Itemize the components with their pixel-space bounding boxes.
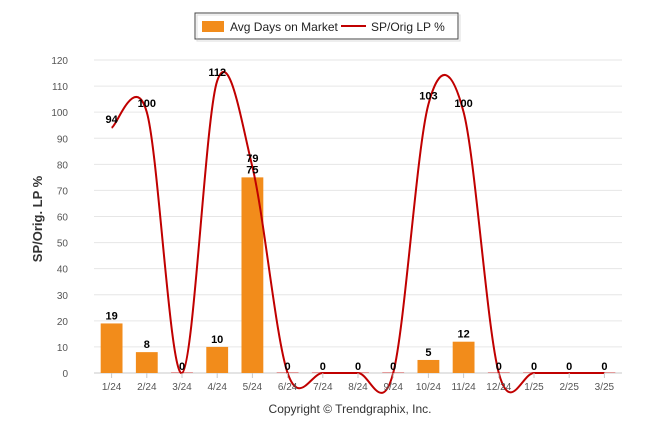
x-axis: 1/24 2/24 3/24 4/24 5/24 6/24 7/24 8/24 9/24 10/2… [102,373,615,393]
line-data-label: 0 [355,361,361,373]
line-data-label: 0 [179,361,185,373]
bar[interactable] [241,177,264,373]
bar-data-label: 12 [457,329,469,341]
y-tick-label: 30 [57,291,69,302]
bar-data-label: 5 [425,347,431,359]
data-labels: 19 8 10 75 5 12 94 100 0 112 79 0 0 0 0 103 100 0 0 0 0 [105,67,607,373]
x-tick-label: 6/24 [278,382,298,393]
x-tick-label: 8/24 [348,382,368,393]
x-tick-label: 3/24 [172,382,192,393]
line-data-label: 0 [496,361,502,373]
line-data-label: 0 [566,361,572,373]
y-tick-label: 60 [57,213,69,224]
y-tick-label: 50 [57,239,69,250]
line-data-label: 0 [531,361,537,373]
bar-data-label: 10 [211,334,223,346]
line-data-label: 100 [138,98,156,110]
x-tick-label: 10/24 [416,382,441,393]
y-tick-label: 80 [57,160,69,171]
x-tick-label: 1/25 [524,382,544,393]
line-series [110,71,605,394]
y-tick-label: 70 [57,186,69,197]
line-data-label: 0 [320,361,326,373]
x-tick-label: 2/24 [137,382,157,393]
bar-series [100,177,616,373]
line-data-label: 112 [208,67,226,79]
bar-data-label: 8 [144,339,150,351]
bar[interactable] [452,341,475,373]
y-tick-label: 20 [57,317,69,328]
x-tick-label: 12/24 [486,382,511,393]
x-tick-label: 11/24 [451,382,476,393]
y-tick-label: 100 [51,108,68,119]
legend-label-bar: Avg Days on Market [230,20,338,34]
sp-orig-lp-line[interactable] [110,71,605,394]
y-axis-title: SP/Orig. LP % [30,175,45,262]
line-data-label: 100 [454,98,472,110]
line-data-label: 79 [246,153,258,165]
grid [94,59,622,374]
line-data-label: 94 [105,114,118,126]
bar[interactable] [135,352,158,373]
bar[interactable] [206,346,229,373]
copyright-text: Copyright © Trendgraphix, Inc. [269,402,432,416]
y-tick-label: 110 [52,82,68,93]
y-tick-label: 0 [62,369,68,380]
line-data-label: 103 [419,90,437,102]
bar-data-label: 19 [105,310,117,322]
y-tick-label: 40 [57,265,69,276]
line-data-label: 0 [285,361,291,373]
legend-swatch-bar [202,21,224,32]
bar[interactable] [100,323,123,373]
x-tick-label: 2/25 [559,382,579,393]
line-data-label: 0 [601,361,607,373]
legend[interactable]: Avg Days on Market SP/Orig LP % [194,12,461,42]
y-tick-label: 120 [51,56,68,67]
bar-data-label: 75 [246,164,258,176]
x-tick-label: 7/24 [313,382,333,393]
y-tick-label: 90 [57,134,69,145]
x-tick-label: 4/24 [207,382,227,393]
y-tick-label: 10 [57,343,69,354]
y-axis: 0 10 20 30 40 50 60 70 80 90 100 110 120 [51,56,68,380]
x-tick-label: 1/24 [102,382,122,393]
legend-label-line: SP/Orig LP % [371,20,445,34]
x-tick-label: 5/24 [243,382,263,393]
x-tick-label: 9/24 [383,382,403,393]
x-tick-label: 3/25 [595,382,615,393]
bar[interactable] [417,359,440,373]
line-data-label: 0 [390,361,396,373]
